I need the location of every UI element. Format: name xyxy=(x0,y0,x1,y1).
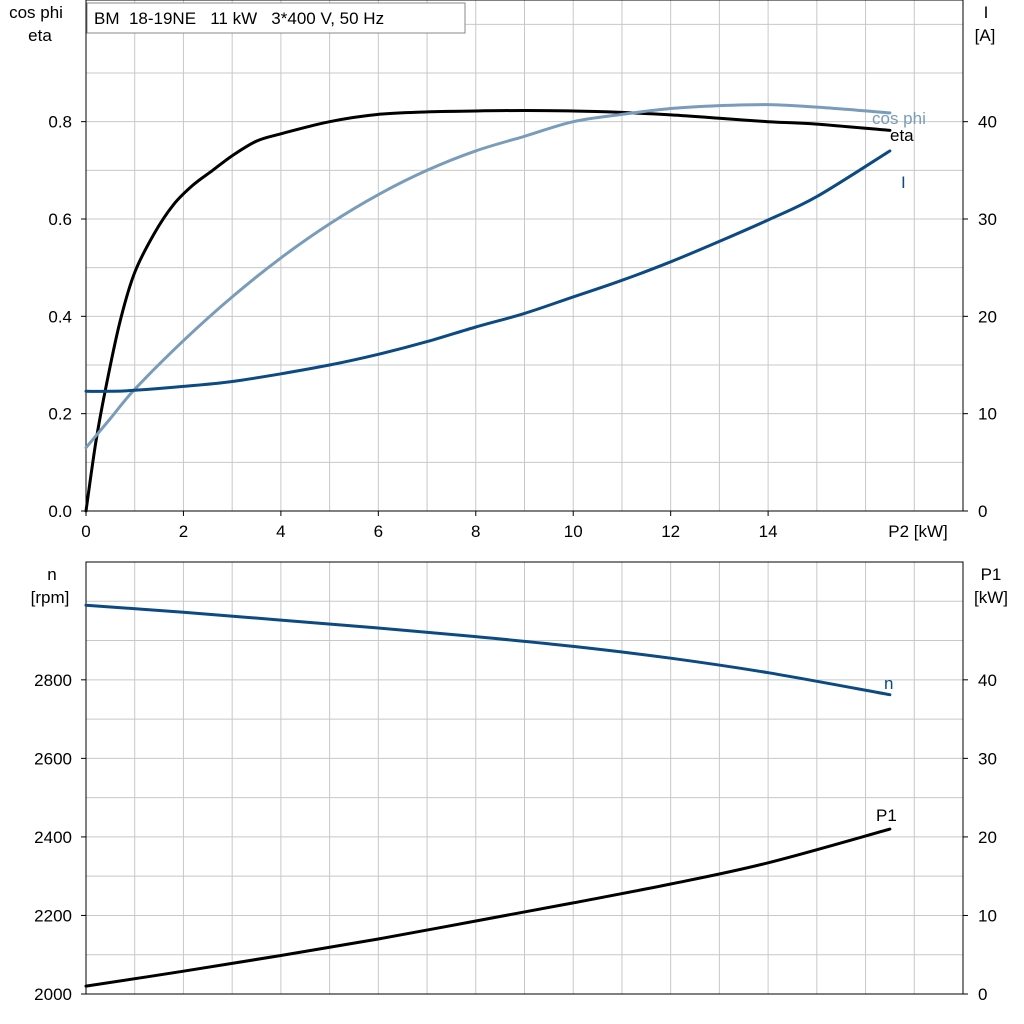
series-line-eta xyxy=(84,109,892,513)
right-axis-label-kw: [kW] xyxy=(974,588,1008,607)
bottom-gridlines xyxy=(86,562,963,994)
curve-label-p1: P1 xyxy=(876,806,897,825)
left-axis-label-eta: eta xyxy=(28,26,52,45)
top-tick-labels: 0.0 0.2 0.4 0.6 0.8 0 10 20 30 40 0 2 4 6 8 10 12 14 xyxy=(48,113,997,541)
x-tick-label: 10 xyxy=(564,522,583,541)
y-tick-label-right: 10 xyxy=(978,405,997,424)
right-axis-label-i: I xyxy=(984,3,989,22)
y-tick-label-left: 0.6 xyxy=(48,210,72,229)
right-axis-label-a: [A] xyxy=(975,26,996,45)
y-tick-label-right: 0 xyxy=(978,502,987,521)
top-plot-frame xyxy=(85,0,964,512)
y-tick-label-left: 2600 xyxy=(34,749,72,768)
series-line-cos-phi xyxy=(84,103,892,450)
y-tick-label-right: 30 xyxy=(978,749,997,768)
left-axis-label-n: n xyxy=(47,565,56,584)
top-gridlines xyxy=(86,0,963,511)
chart-title-box xyxy=(86,2,466,34)
x-tick-label: 6 xyxy=(374,522,383,541)
x-tick-label: 14 xyxy=(759,522,778,541)
y-tick-label-right: 0 xyxy=(978,985,987,1004)
bottom-panel: n [rpm] P1 [kW] 200022002400260028000102… xyxy=(31,561,1008,1004)
curve-label-cosphi: cos phi xyxy=(872,109,926,128)
y-tick-label-left: 0.0 xyxy=(48,502,72,521)
series-line-n xyxy=(84,603,892,697)
y-tick-label-left: 2400 xyxy=(34,828,72,847)
y-tick-label-left: 0.2 xyxy=(48,405,72,424)
y-tick-label-left: 0.4 xyxy=(48,307,72,326)
right-axis-label-p1: P1 xyxy=(981,565,1002,584)
y-tick-label-left: 2000 xyxy=(34,985,72,1004)
y-tick-label-right: 20 xyxy=(978,828,997,847)
y-tick-label-right: 10 xyxy=(978,906,997,925)
x-tick-label: 8 xyxy=(471,522,480,541)
x-axis-label: P2 [kW] xyxy=(888,522,948,541)
y-tick-label-left: 0.8 xyxy=(48,113,72,132)
y-tick-label-left: 2800 xyxy=(34,671,72,690)
curve-label-eta: eta xyxy=(890,126,914,145)
top-panel: BM 18-19NE 11 kW 3*400 V, 50 Hz cos phi … xyxy=(9,0,997,541)
curve-label-i: I xyxy=(901,173,906,192)
x-tick-label: 12 xyxy=(661,522,680,541)
x-tick-label: 0 xyxy=(81,522,90,541)
left-axis-label-cosphi: cos phi xyxy=(9,3,63,22)
series-line-i xyxy=(84,149,892,393)
x-tick-label: 4 xyxy=(276,522,285,541)
top-series xyxy=(84,103,892,513)
bottom-tick-labels: 2000 2200 2400 2600 2800 0 10 20 30 40 xyxy=(34,671,997,1004)
chart-title: BM 18-19NE 11 kW 3*400 V, 50 Hz xyxy=(94,9,384,28)
y-tick-label-right: 20 xyxy=(978,307,997,326)
series-line-p1 xyxy=(84,827,892,988)
y-tick-label-right: 40 xyxy=(978,671,997,690)
y-tick-label-right: 40 xyxy=(978,113,997,132)
left-axis-label-rpm: [rpm] xyxy=(31,588,70,607)
y-tick-label-left: 2200 xyxy=(34,906,72,925)
curve-label-n: n xyxy=(884,674,893,693)
bottom-plot-frame xyxy=(85,561,964,995)
bottom-series xyxy=(84,603,892,988)
x-tick-label: 2 xyxy=(179,522,188,541)
y-tick-label-right: 30 xyxy=(978,210,997,229)
